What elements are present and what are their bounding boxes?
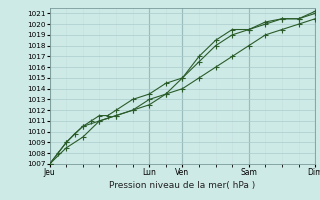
X-axis label: Pression niveau de la mer( hPa ): Pression niveau de la mer( hPa ) xyxy=(109,181,256,190)
